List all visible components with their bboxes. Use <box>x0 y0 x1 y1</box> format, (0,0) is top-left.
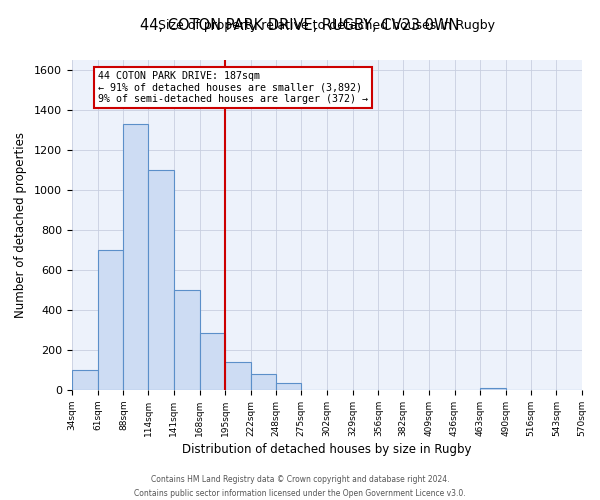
Bar <box>124 124 148 390</box>
Bar <box>148 170 174 390</box>
Text: 44, COTON PARK DRIVE, RUGBY, CV23 0WN: 44, COTON PARK DRIVE, RUGBY, CV23 0WN <box>140 18 460 32</box>
Bar <box>251 374 275 390</box>
Title: Size of property relative to detached houses in Rugby: Size of property relative to detached ho… <box>158 20 496 32</box>
Text: 44 COTON PARK DRIVE: 187sqm
← 91% of detached houses are smaller (3,892)
9% of s: 44 COTON PARK DRIVE: 187sqm ← 91% of det… <box>98 71 368 104</box>
Bar <box>480 388 506 390</box>
Bar <box>225 362 251 390</box>
Bar <box>199 333 225 390</box>
Bar <box>174 290 199 390</box>
Text: Contains HM Land Registry data © Crown copyright and database right 2024.
Contai: Contains HM Land Registry data © Crown c… <box>134 476 466 498</box>
Bar <box>275 383 301 390</box>
Bar <box>98 250 124 390</box>
X-axis label: Distribution of detached houses by size in Rugby: Distribution of detached houses by size … <box>182 443 472 456</box>
Bar <box>72 370 98 390</box>
Y-axis label: Number of detached properties: Number of detached properties <box>14 132 27 318</box>
